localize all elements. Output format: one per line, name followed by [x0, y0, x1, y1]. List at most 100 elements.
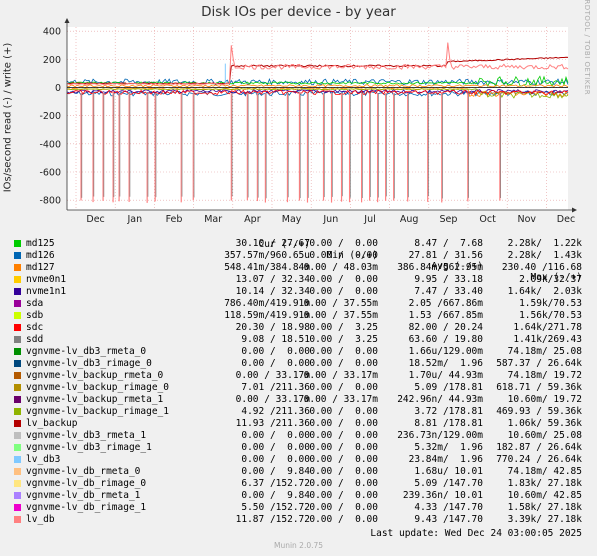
legend-cur: 118.59m/419.91m	[224, 310, 310, 321]
y-tick-label: -200	[39, 111, 61, 122]
legend-min: 0.00 / 0.00	[309, 514, 378, 525]
legend-header-cur: Cur (-/+)	[258, 239, 310, 250]
legend-swatch	[14, 288, 21, 295]
legend-swatch	[14, 468, 21, 475]
legend-max: 74.18m/ 19.72	[507, 370, 582, 381]
chart-title: Disk IOs per device - by year	[201, 4, 396, 20]
legend-row: vgnvme-lv_db3_rmeta_1 0.00 / 0.00 0.00 / 0…	[0, 430, 597, 442]
x-tick-label: Jul	[363, 214, 375, 225]
legend-avg: 63.60 / 19.80	[408, 334, 483, 345]
legend-avg: 82.00 / 20.24	[408, 322, 483, 333]
legend-cur: 548.41m/384.84m	[224, 262, 310, 273]
y-tick-label: 0	[55, 83, 61, 94]
legend-name: lv_backup	[26, 418, 78, 429]
legend-max: 182.87 / 26.64k	[496, 442, 582, 453]
legend-swatch	[14, 300, 21, 307]
legend-row: nvme1n1 10.14 / 32.34 0.00 / 0.00 7.47 / 33…	[0, 286, 597, 298]
legend-avg: 1.70u/ 44.93m	[408, 370, 483, 381]
legend-cur: 10.14 / 32.34	[235, 286, 310, 297]
legend-max: 10.60m/ 19.72	[507, 394, 582, 405]
legend-name: md126	[26, 250, 55, 261]
legend-avg: 1.53 /667.85m	[408, 310, 483, 321]
legend-row: md127 548.41m/384.84m 0.00 / 48.03m 386.84m…	[0, 262, 597, 274]
y-tick-label: -400	[39, 139, 61, 150]
legend-row: vgnvme-lv_db3_rimage_1 0.00 / 0.00 0.00 / …	[0, 442, 597, 454]
legend-min: 0.00 / 0.00	[309, 274, 378, 285]
chart-plot: 400 200 0 -200 -400 -600 -800 Dec Jan Feb Mar Apr M…	[39, 18, 577, 225]
legend-avg: 5.09 /178.81	[414, 382, 483, 393]
legend-cur: 0.00 / 0.00	[241, 358, 310, 369]
legend-max: 1.58k/ 27.18k	[507, 502, 582, 513]
legend-avg: 9.43 /147.70	[414, 514, 483, 525]
legend-row: lv_db3 0.00 / 0.00 0.00 / 0.00 23.84m/ 1.96…	[0, 454, 597, 466]
legend-min: 0.00 / 0.00	[309, 238, 378, 249]
legend-cur: 20.30 / 18.98	[235, 322, 310, 333]
legend-name: vgnvme-lv_db_rmeta_0	[26, 466, 141, 477]
legend-min: 0.00 / 0.00	[309, 250, 378, 261]
legend-name: vgnvme-lv_backup_rmeta_0	[26, 370, 164, 381]
x-tick-label: Mar	[204, 214, 222, 225]
legend-max: 74.18m/ 25.08	[507, 346, 582, 357]
legend-row: vgnvme-lv_db3_rimage_0 0.00 / 0.00 0.00 / …	[0, 358, 597, 370]
legend-cur: 0.00 / 9.84	[241, 490, 310, 501]
x-tick-label: Sep	[439, 214, 457, 225]
legend-avg: 3.72 /178.81	[414, 406, 483, 417]
legend-min: 0.00 / 0.00	[309, 406, 378, 417]
legend-avg: 1.66u/129.00m	[408, 346, 483, 357]
legend-name: vgnvme-lv_backup_rimage_0	[26, 382, 169, 393]
legend-max: 469.93 / 59.36k	[496, 406, 582, 417]
legend-max: 1.56k/70.53	[519, 310, 582, 321]
x-tick-label: Jun	[322, 214, 338, 225]
legend-avg: 5.32m/ 1.96	[414, 442, 483, 453]
legend-name: vgnvme-lv_db3_rmeta_1	[26, 430, 147, 441]
legend-cur: 6.37 /152.72	[241, 478, 310, 489]
legend-max: 3.39k/ 27.18k	[507, 514, 582, 525]
legend-swatch	[14, 480, 21, 487]
legend-max: 618.71 / 59.36k	[496, 382, 582, 393]
x-tick-label: Oct	[479, 214, 496, 225]
legend-name: sdc	[26, 322, 44, 333]
legend-row: sdd 9.08 / 18.51 0.00 / 3.25 63.60 / 19.80 1…	[0, 334, 597, 346]
legend-avg: 1.68u/ 10.01	[414, 466, 483, 477]
legend-min: 0.00 / 37.55m	[303, 310, 378, 321]
legend-row: sdc 20.30 / 18.98 0.00 / 3.25 82.00 / 20.24…	[0, 322, 597, 334]
legend-header-max: Max (-/+)	[530, 272, 582, 283]
legend-max: 10.60m/ 25.08	[507, 430, 582, 441]
legend-min: 0.00 / 33.17m	[303, 394, 378, 405]
x-tick-label: Dec	[86, 214, 104, 225]
x-tick-label: Feb	[166, 214, 183, 225]
legend-name: vgnvme-lv_db3_rimage_1	[26, 442, 152, 453]
series-lv_db-write	[66, 42, 569, 86]
legend-avg: 23.84m/ 1.96	[408, 454, 483, 465]
legend-swatch	[14, 420, 21, 427]
legend-name: lv_db3	[26, 454, 61, 465]
legend-cur: 5.50 /152.72	[241, 502, 310, 513]
legend-name: vgnvme-lv_db_rmeta_1	[26, 490, 141, 501]
legend-cur: 0.00 / 0.00	[241, 430, 310, 441]
legend-row: md125 30.10 / 27.67 0.00 / 0.00 8.47 / 7.68…	[0, 238, 597, 250]
legend-min: 0.00 / 0.00	[309, 382, 378, 393]
last-update: Last update: Wed Dec 24 03:00:05 2025	[370, 528, 582, 539]
legend-swatch	[14, 384, 21, 391]
legend-avg: 242.96n/ 44.93m	[397, 394, 483, 405]
legend-min: 0.00 / 0.00	[309, 478, 378, 489]
legend-cur: 0.00 / 9.84	[241, 466, 310, 477]
legend-swatch	[14, 456, 21, 463]
x-tick-label: May	[282, 214, 302, 225]
legend-min: 0.00 / 33.17m	[303, 370, 378, 381]
legend-name: nvme1n1	[26, 286, 67, 297]
legend-name: vgnvme-lv_backup_rimage_1	[26, 406, 169, 417]
legend-name: vgnvme-lv_db3_rmeta_0	[26, 346, 147, 357]
munin-version: Munin 2.0.75	[273, 541, 324, 550]
legend-cur: 0.00 / 33.17m	[235, 394, 310, 405]
y-tick-label: -800	[39, 196, 61, 207]
x-tick-label: Apr	[244, 214, 261, 225]
legend-swatch	[14, 276, 21, 283]
legend-name: sdb	[26, 310, 44, 321]
legend-row: vgnvme-lv_backup_rimage_0 7.01 /211.36 0.0…	[0, 382, 597, 394]
legend-name: vgnvme-lv_db_rimage_0	[26, 478, 147, 489]
series-lines	[66, 42, 569, 203]
legend-row: vgnvme-lv_backup_rimage_1 4.92 /211.36 0.0…	[0, 406, 597, 418]
legend-row: sda 786.40m/419.91m 0.00 / 37.55m 2.05 /667…	[0, 298, 597, 310]
legend-min: 0.00 / 0.00	[309, 466, 378, 477]
